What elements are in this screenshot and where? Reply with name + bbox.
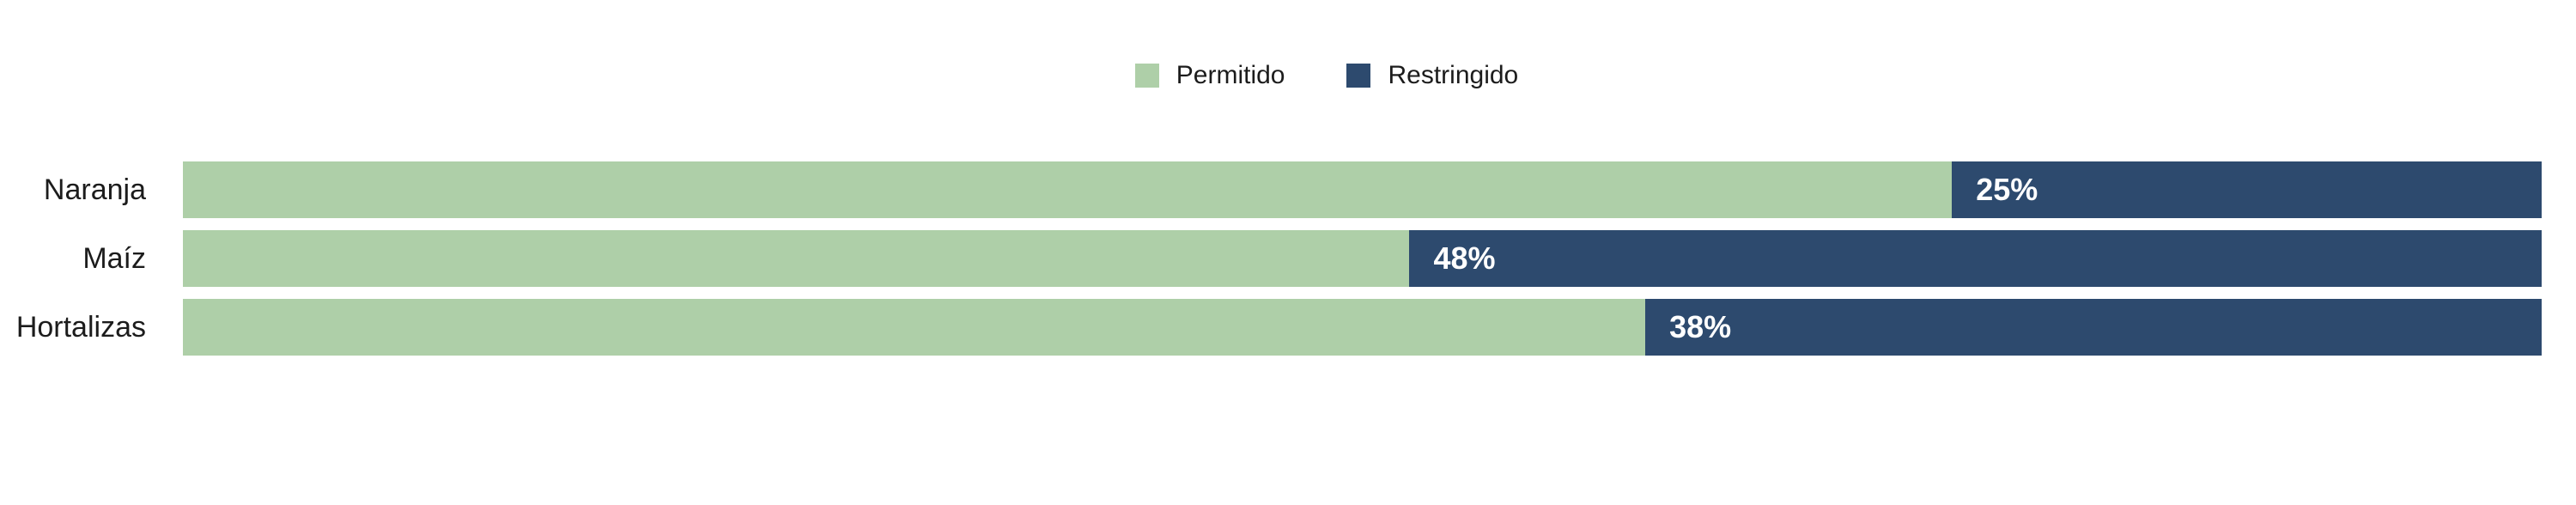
stacked-bar-hortalizas: 38%: [183, 299, 2542, 356]
legend-item-restringido: Restringido: [1346, 63, 1518, 88]
stacked-bar-chart: Permitido Restringido Naranja 25% Maíz 4…: [0, 62, 2576, 505]
bar-segment-permitido: [183, 230, 1410, 287]
bar-value-label: 25%: [1976, 172, 2038, 207]
bar-segment-permitido: [183, 299, 1646, 356]
bar-segment-restringido: 48%: [1409, 230, 2542, 287]
stacked-bar-maiz: 48%: [183, 230, 2542, 287]
legend-swatch-permitido-icon: [1134, 64, 1159, 88]
category-label-hortalizas: Hortalizas: [15, 310, 146, 344]
bars-area: Naranja 25% Maíz 48% Hortalizas: [0, 161, 2576, 356]
bar-row-hortalizas: Hortalizas 38%: [0, 299, 2576, 356]
legend-item-permitido: Permitido: [1134, 61, 1285, 89]
category-label-naranja: Naranja: [43, 173, 146, 206]
legend-swatch-restringido-icon: [1346, 64, 1371, 88]
stacked-bar-naranja: 25%: [183, 161, 2542, 218]
legend: Permitido Restringido: [39, 62, 2576, 89]
bar-value-label: 38%: [1669, 309, 1732, 344]
bar-segment-restringido: 25%: [1952, 161, 2542, 218]
bar-segment-restringido: 38%: [1645, 299, 2542, 356]
bar-row-maiz: Maíz 48%: [0, 230, 2576, 287]
legend-label-restringido: Restringido: [1388, 61, 1519, 89]
bar-row-naranja: Naranja 25%: [0, 161, 2576, 218]
legend-label-permitido: Permitido: [1176, 61, 1285, 89]
category-label-maiz: Maíz: [82, 241, 146, 275]
bar-value-label: 48%: [1433, 240, 1496, 276]
bar-segment-permitido: [183, 161, 1953, 218]
